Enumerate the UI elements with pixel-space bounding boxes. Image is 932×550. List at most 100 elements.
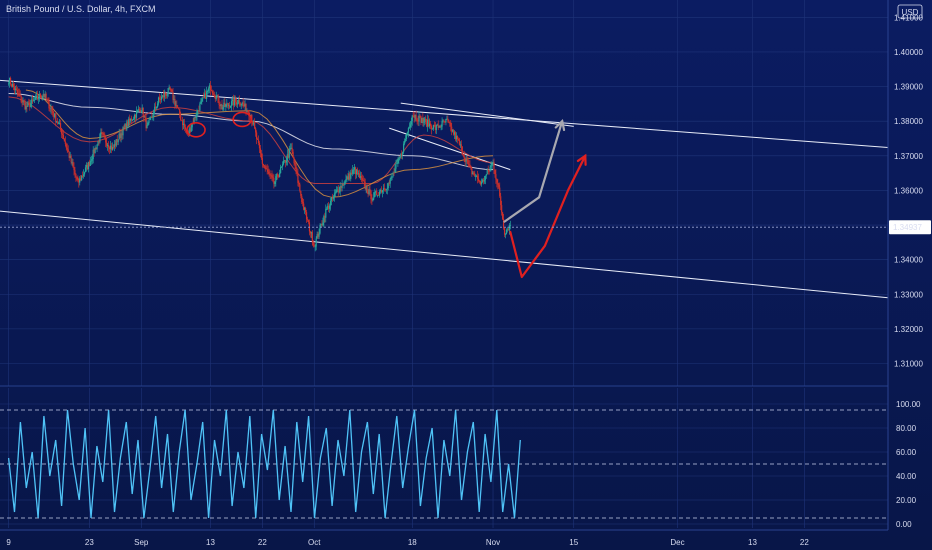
candle: [195, 116, 197, 119]
candle: [153, 110, 155, 117]
candle: [298, 182, 300, 185]
candle: [446, 118, 448, 120]
candle: [161, 95, 164, 97]
candle: [23, 101, 25, 103]
candle: [235, 101, 238, 105]
time-tick-label: 9: [6, 538, 11, 547]
candle: [158, 97, 161, 100]
candle: [255, 132, 258, 139]
candle: [78, 180, 80, 183]
candle: [288, 149, 290, 158]
candle: [332, 196, 335, 199]
candle: [269, 173, 271, 175]
candle: [322, 222, 324, 226]
candle: [43, 94, 45, 97]
currency-badge[interactable]: USD: [897, 4, 923, 19]
candle: [329, 205, 331, 209]
candle: [9, 77, 12, 85]
candle: [403, 143, 405, 153]
highlight-circle: [186, 122, 206, 138]
candle: [283, 160, 286, 161]
candle: [38, 93, 41, 99]
candle: [208, 85, 211, 89]
candle: [447, 118, 449, 121]
candle: [445, 118, 447, 123]
candle: [357, 173, 360, 175]
time-axis[interactable]: 9 23 Sep 13 22 Oct 18 Nov 15 Dec 13 22: [6, 538, 809, 547]
candle: [125, 123, 127, 130]
candle: [506, 229, 509, 231]
candle: [201, 98, 203, 102]
candle: [157, 97, 160, 104]
candle: [397, 159, 399, 163]
candle: [102, 133, 104, 135]
candle: [465, 159, 467, 162]
candle: [489, 167, 491, 172]
candle: [80, 178, 82, 181]
candle: [61, 133, 64, 135]
candle: [376, 190, 378, 196]
candle: [439, 126, 441, 127]
price-pane[interactable]: [0, 0, 889, 386]
candle: [170, 89, 172, 90]
candle: [95, 147, 97, 150]
candle: [305, 208, 307, 213]
oscillator-tick-label: 100.00: [896, 400, 921, 409]
oscillator-pane[interactable]: [0, 388, 888, 528]
candle: [354, 167, 356, 170]
candle: [291, 147, 293, 152]
candle: [375, 190, 377, 193]
candle: [308, 222, 311, 232]
candle: [331, 197, 334, 199]
candle: [504, 234, 507, 235]
candle: [245, 103, 247, 112]
candle: [157, 103, 159, 108]
candle: [63, 138, 65, 142]
candle: [456, 135, 459, 139]
candle: [346, 176, 348, 180]
candle: [345, 179, 347, 181]
candle: [468, 164, 470, 165]
price-tick-label: 1.38000: [894, 117, 923, 126]
candle: [37, 98, 40, 100]
candle: [256, 138, 259, 140]
candle: [92, 149, 94, 159]
projection-arrowhead: [576, 153, 587, 166]
oscillator-axis[interactable]: 100.00 80.00 60.00 40.00 20.00 0.00: [896, 400, 921, 529]
candle: [366, 186, 368, 193]
candle: [162, 95, 164, 98]
projection-arrows: [186, 111, 587, 279]
candle: [122, 126, 124, 136]
candle: [399, 157, 401, 159]
candle: [323, 215, 325, 223]
candle: [302, 202, 304, 204]
candle: [420, 116, 422, 123]
candle: [168, 87, 170, 89]
candle: [126, 121, 128, 130]
current-price-label: 1.34937: [893, 223, 922, 232]
candle: [310, 232, 312, 234]
candle: [483, 180, 485, 182]
candle: [333, 193, 336, 197]
candle: [46, 98, 48, 100]
candle: [488, 170, 490, 172]
candle: [498, 184, 500, 188]
candle: [374, 192, 376, 194]
candle: [180, 115, 182, 120]
candle: [369, 189, 371, 191]
candle: [508, 225, 510, 231]
candle: [305, 212, 308, 220]
candle: [471, 168, 473, 175]
candle: [231, 101, 233, 106]
candle: [231, 99, 234, 102]
candle: [200, 101, 202, 104]
candle: [240, 104, 242, 106]
candle: [405, 134, 408, 139]
candle: [51, 108, 53, 111]
candle: [147, 123, 149, 126]
candle: [391, 176, 393, 178]
candle: [289, 148, 291, 150]
currency-badge-label: USD: [902, 8, 919, 17]
moving-average-line: [8, 96, 494, 184]
